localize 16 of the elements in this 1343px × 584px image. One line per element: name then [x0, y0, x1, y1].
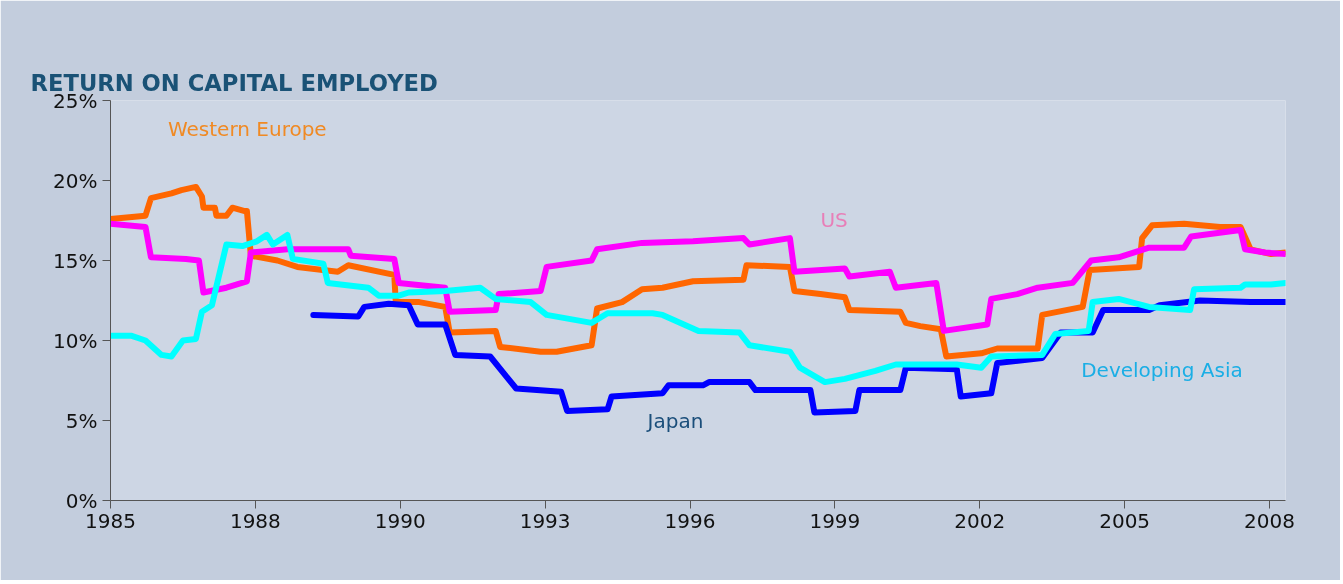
x-tick-label: 2008 — [1244, 508, 1295, 533]
y-tick-label: 10% — [53, 328, 98, 353]
x-tick-label: 2005 — [1099, 508, 1151, 533]
x-tick-label: 1990 — [374, 508, 426, 533]
series-label: Japan — [645, 409, 704, 434]
y-tick-label: 15% — [53, 248, 98, 273]
x-tick-label: 2002 — [954, 508, 1006, 533]
y-tick-label: 5% — [65, 408, 98, 433]
y-tick-label: 20% — [53, 168, 98, 193]
series-label: Developing Asia — [1081, 358, 1243, 383]
x-tick-label: 1993 — [519, 508, 571, 533]
series-label: US — [820, 207, 848, 232]
x-tick-label: 1996 — [664, 508, 716, 533]
x-tick-label: 1999 — [809, 508, 861, 533]
x-tick-label: 1988 — [229, 508, 281, 533]
text: Western Europe — [167, 116, 327, 141]
